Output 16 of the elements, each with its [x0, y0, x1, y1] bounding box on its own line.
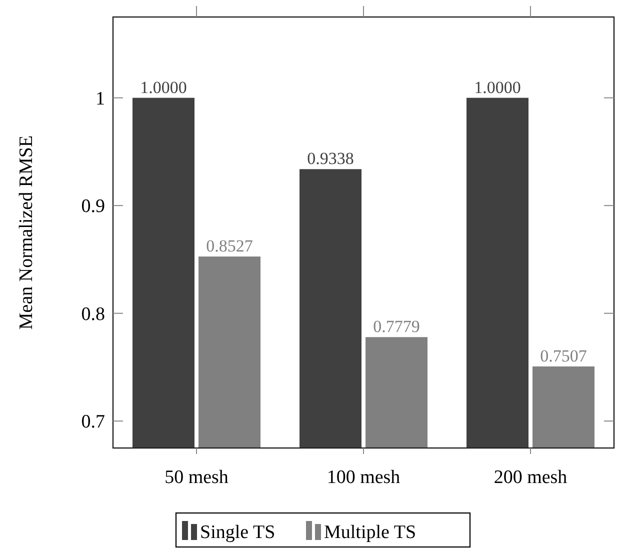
y-axis-title: Mean Normalized RMSE — [16, 135, 37, 330]
y-tick-label: 0.7 — [81, 412, 105, 433]
y-tick-label: 0.9 — [81, 196, 105, 218]
data-label: 1.0000 — [140, 78, 187, 97]
data-label: 0.7507 — [540, 346, 588, 366]
data-label: 0.9338 — [307, 149, 354, 168]
x-tick-label: 100 mesh — [326, 467, 401, 488]
y-tick-label: 1 — [96, 88, 105, 110]
y-tick-label: 0.8 — [81, 304, 105, 325]
legend-label: Multiple TS — [324, 522, 416, 543]
legend-label: Single TS — [200, 522, 276, 543]
data-label: 0.7779 — [373, 317, 420, 336]
x-tick-label: 200 mesh — [494, 467, 568, 488]
data-label: 0.8527 — [206, 236, 254, 256]
data-label: 1.0000 — [474, 78, 521, 97]
x-tick-label: 50 mesh — [164, 467, 229, 488]
